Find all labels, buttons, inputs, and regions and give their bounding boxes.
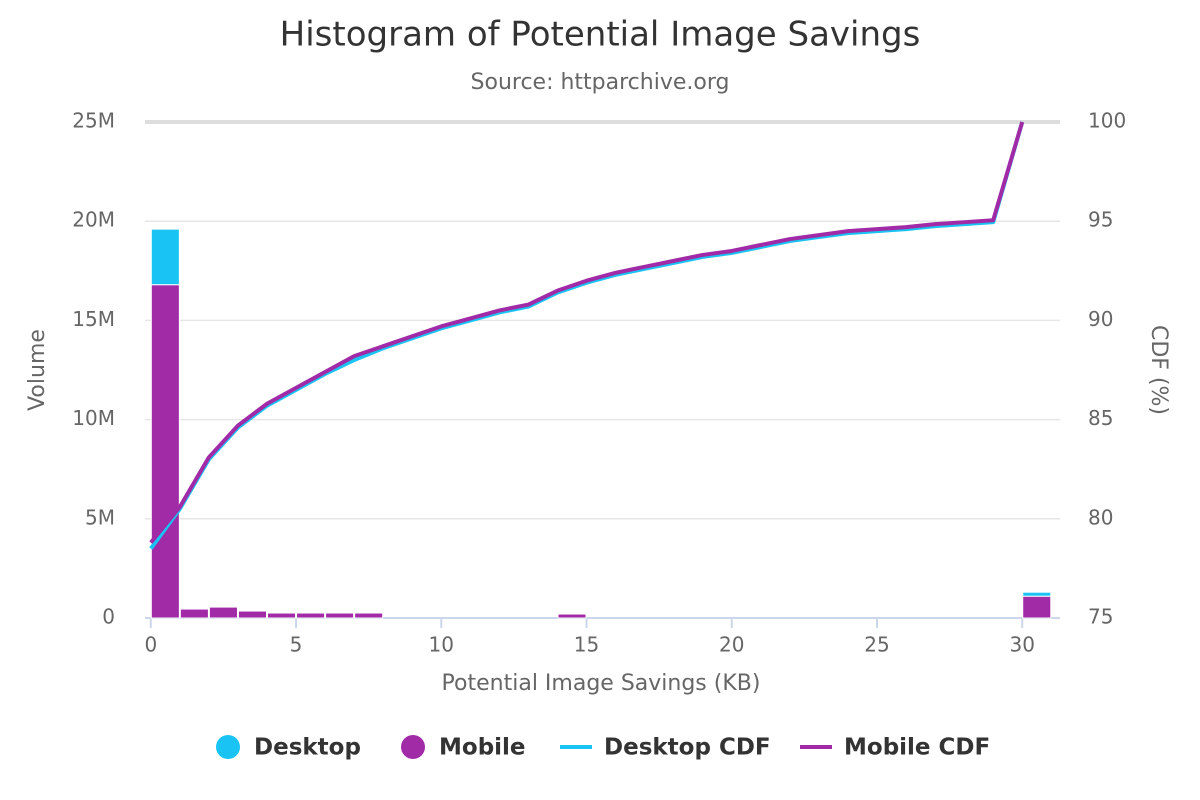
histogram-bar [325,612,355,619]
x-tick-label: 10 [429,633,454,657]
histogram-bar [150,228,180,286]
y2-axis-title: CDF (%) [1146,325,1171,415]
x-axis-title: Potential Image Savings (KB) [442,671,761,696]
y-tick-label: 25M [72,109,115,133]
y2-tick-label: 85 [1088,406,1113,430]
y2-tick-label: 90 [1088,307,1113,331]
legend-label[interactable]: Desktop [254,735,361,761]
histogram-bar [1022,591,1052,597]
x-tick-label: 25 [864,633,889,657]
y2-tick-label: 80 [1088,505,1113,529]
histogram-bar [150,284,180,619]
histogram-bar [179,608,209,619]
histogram-bar [267,612,297,619]
y-tick-label: 20M [72,208,115,232]
legend-marker [216,735,240,759]
histogram-bar [237,610,267,619]
y2-tick-label: 95 [1088,208,1113,232]
x-tick-label: 0 [144,633,157,657]
histogram-bar [296,612,326,619]
y-tick-label: 5M [85,505,115,529]
histogram-bar [557,613,587,619]
x-tick-label: 20 [719,633,744,657]
legend-label[interactable]: Mobile CDF [844,735,990,761]
x-tick-label: 15 [574,633,599,657]
y-axis-title: Volume [25,329,50,411]
y-tick-label: 15M [72,307,115,331]
chart-subtitle: Source: httparchive.org [471,70,730,95]
x-tick-label: 30 [1010,633,1035,657]
histogram-bar [354,612,384,619]
x-tick-label: 5 [290,633,303,657]
y2-tick-label: 75 [1088,605,1113,629]
y-tick-label: 0 [102,605,115,629]
chart-title: Histogram of Potential Image Savings [280,15,921,55]
histogram-bar [208,606,238,619]
legend-marker [401,735,425,759]
y2-tick-label: 100 [1088,109,1126,133]
cdf-line [149,121,1025,544]
legend-label[interactable]: Mobile [439,735,526,761]
legend-label[interactable]: Desktop CDF [604,735,771,761]
cdf-line [149,121,1025,550]
histogram-bar [1022,595,1052,619]
y-tick-label: 10M [72,406,115,430]
